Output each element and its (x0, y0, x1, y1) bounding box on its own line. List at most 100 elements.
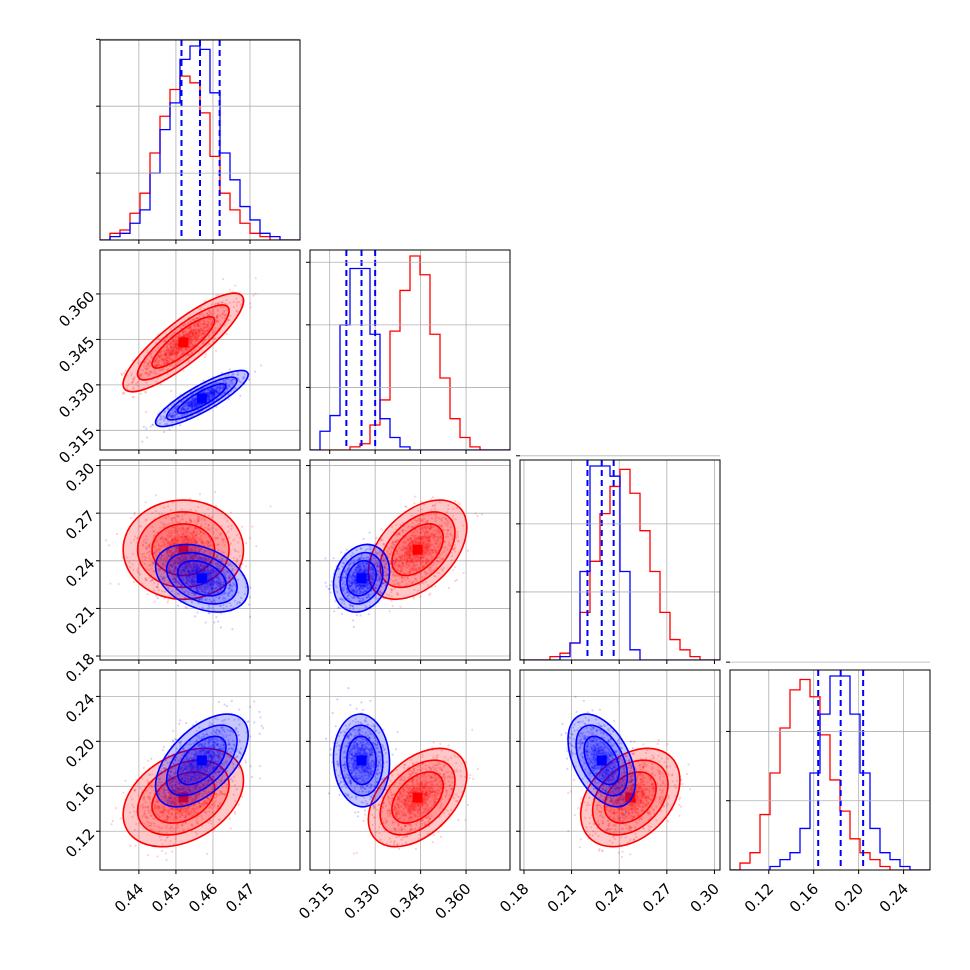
sample-point (145, 538, 148, 541)
sample-point (224, 314, 227, 317)
sample-point (184, 402, 187, 405)
sample-point (193, 594, 196, 597)
sample-point (194, 545, 197, 549)
sample-point (164, 352, 167, 355)
sample-point (228, 288, 232, 291)
sample-point (211, 390, 214, 393)
sample-point (184, 330, 187, 333)
sample-point (171, 537, 174, 540)
sample-point (233, 386, 236, 390)
sample-point (224, 375, 227, 378)
sample-point (186, 332, 189, 335)
sample-point (207, 397, 211, 400)
sample-point (170, 358, 173, 361)
sample-point (185, 533, 188, 536)
sample-point (210, 388, 213, 392)
sample-point (194, 410, 197, 413)
sample-point (189, 326, 192, 329)
sample-point (163, 409, 166, 412)
sample-point (191, 334, 194, 337)
sample-point (174, 331, 177, 334)
sample-point (237, 379, 240, 382)
sample-point (230, 564, 233, 567)
sample-point (189, 402, 192, 405)
sample-point (136, 571, 139, 574)
sample-point (200, 330, 203, 333)
sample-point (173, 351, 176, 354)
sample-point (185, 348, 188, 351)
sample-point (154, 494, 158, 497)
sample-point (216, 392, 219, 395)
sample-point (158, 548, 161, 551)
sample-point (178, 348, 181, 352)
histogram-red (100, 75, 300, 240)
sample-point (180, 408, 183, 411)
sample-point (149, 371, 152, 374)
sample-point (325, 585, 328, 588)
sample-point (199, 565, 203, 568)
sample-point (193, 344, 196, 347)
sample-point (130, 381, 133, 384)
sample-point (138, 573, 142, 576)
sample-point (215, 389, 218, 393)
sample-point (207, 523, 210, 527)
sample-point (212, 390, 216, 393)
sample-point (177, 515, 180, 518)
sample-point (168, 563, 171, 566)
sample-point (206, 391, 209, 394)
sample-point (190, 336, 193, 339)
sample-point (170, 534, 173, 537)
sample-point (187, 540, 190, 543)
sample-point (199, 403, 202, 406)
sample-point (242, 376, 245, 379)
sample-point (235, 304, 238, 307)
sample-point (225, 382, 228, 385)
sample-point (165, 353, 168, 356)
sample-point (127, 383, 130, 386)
sample-point (145, 545, 148, 548)
sample-point (183, 541, 186, 544)
sample-point (183, 571, 186, 574)
sample-point (169, 412, 172, 415)
sample-point (188, 331, 192, 334)
sample-point (193, 405, 196, 408)
sample-point (340, 551, 343, 554)
sample-point (195, 317, 198, 320)
sample-point (168, 357, 171, 361)
sample-point (155, 360, 158, 364)
sample-point (218, 384, 222, 387)
sample-point (170, 537, 174, 541)
sample-point (197, 324, 200, 328)
sample-point (144, 547, 147, 550)
sample-point (135, 382, 138, 385)
sample-point (169, 349, 172, 353)
sample-point (158, 422, 161, 425)
density-peak-blue (196, 573, 207, 584)
sample-point (215, 381, 218, 385)
sample-point (186, 564, 189, 567)
sample-point (170, 565, 173, 568)
sample-point (210, 569, 213, 572)
sample-point (167, 566, 170, 569)
sample-point (221, 301, 224, 304)
sample-point (219, 626, 222, 629)
sample-point (189, 329, 193, 332)
sample-point (163, 357, 166, 360)
sample-point (208, 327, 211, 330)
sample-point (132, 580, 135, 584)
sample-point (195, 400, 198, 403)
sample-point (390, 599, 393, 603)
sample-point (158, 356, 161, 359)
sample-point (355, 614, 358, 617)
sample-point (171, 349, 174, 352)
sample-point (166, 542, 169, 545)
sample-point (164, 422, 167, 426)
sample-point (190, 568, 194, 572)
sample-point (182, 335, 186, 338)
sample-point (149, 353, 152, 356)
sample-point (145, 436, 149, 439)
sample-point (150, 355, 153, 358)
sample-point (154, 341, 158, 345)
sample-point (161, 354, 164, 357)
sample-point (219, 532, 222, 535)
